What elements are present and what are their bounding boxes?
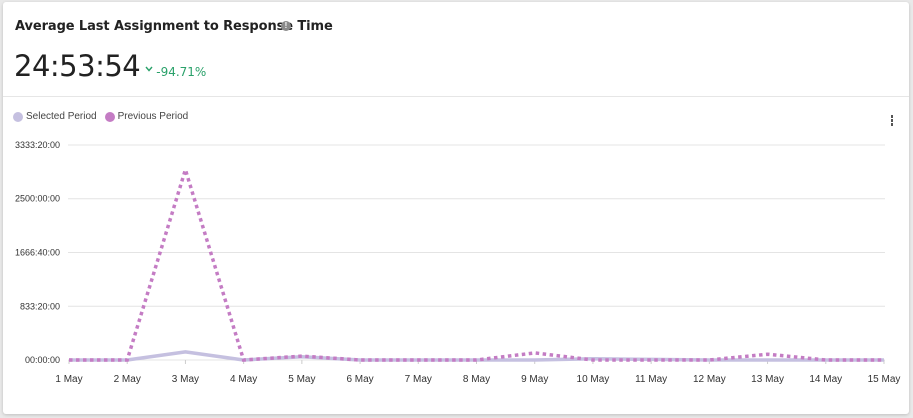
x-axis-tick-label: 6 May <box>346 374 373 385</box>
y-axis-tick-label: 2500:00:00 <box>15 194 60 204</box>
chart-legend: Selected Period Previous Period <box>13 111 196 122</box>
legend-dot-icon <box>13 111 23 122</box>
x-axis-tick-label: 11 May <box>635 374 667 385</box>
x-axis-tick-label: 4 May <box>230 374 257 385</box>
x-axis-tick-label: 2 May <box>114 374 141 385</box>
x-axis-tick-label: 7 May <box>405 374 432 385</box>
x-axis-tick-label: 5 May <box>288 374 315 385</box>
y-axis-tick-label: 1666:40:00 <box>15 247 60 257</box>
x-axis-tick-label: 14 May <box>809 374 842 385</box>
y-axis-tick-label: 833:20:00 <box>20 301 60 311</box>
kpi-summary: 24:53:54 -94.71% <box>14 49 206 83</box>
legend-label: Previous Period <box>117 111 189 122</box>
y-axis-tick-label: 00:00:00 <box>25 355 60 365</box>
x-axis-tick-label: 12 May <box>693 374 726 385</box>
y-axis-tick-label: 3333:20:00 <box>15 140 60 150</box>
x-axis-tick-label: 13 May <box>751 374 784 385</box>
chevron-down-icon <box>145 66 153 72</box>
previous-period-line[interactable] <box>69 163 884 362</box>
x-axis-tick-label: 1 May <box>55 374 82 385</box>
legend-item-previous-period[interactable]: Previous Period <box>104 111 189 122</box>
line-chart: 00:00:00 833:20:00 1666:40:00 2500:00:00 333… <box>15 140 901 385</box>
kpi-value: 24:53:54 <box>14 49 141 83</box>
x-axis-tick-label: 9 May <box>521 374 548 385</box>
info-icon[interactable]: ! <box>281 21 291 31</box>
chart-widget-card: Average Last Assignment to Response Time… <box>3 2 909 414</box>
kpi-change-percent: -94.71% <box>156 65 207 79</box>
kebab-menu-icon[interactable] <box>889 114 895 128</box>
widget-title: Average Last Assignment to Response Time <box>15 19 333 34</box>
x-axis-tick-label: 8 May <box>463 374 490 385</box>
widget-header: Average Last Assignment to Response Time… <box>3 2 909 97</box>
legend-label: Selected Period <box>26 111 97 122</box>
legend-dot-icon <box>104 111 115 122</box>
x-axis-tick-label: 10 May <box>577 374 610 385</box>
x-axis-tick-label: 15 May <box>868 374 901 385</box>
x-axis-tick-label: 3 May <box>172 374 199 385</box>
legend-item-selected-period[interactable]: Selected Period <box>13 111 97 122</box>
